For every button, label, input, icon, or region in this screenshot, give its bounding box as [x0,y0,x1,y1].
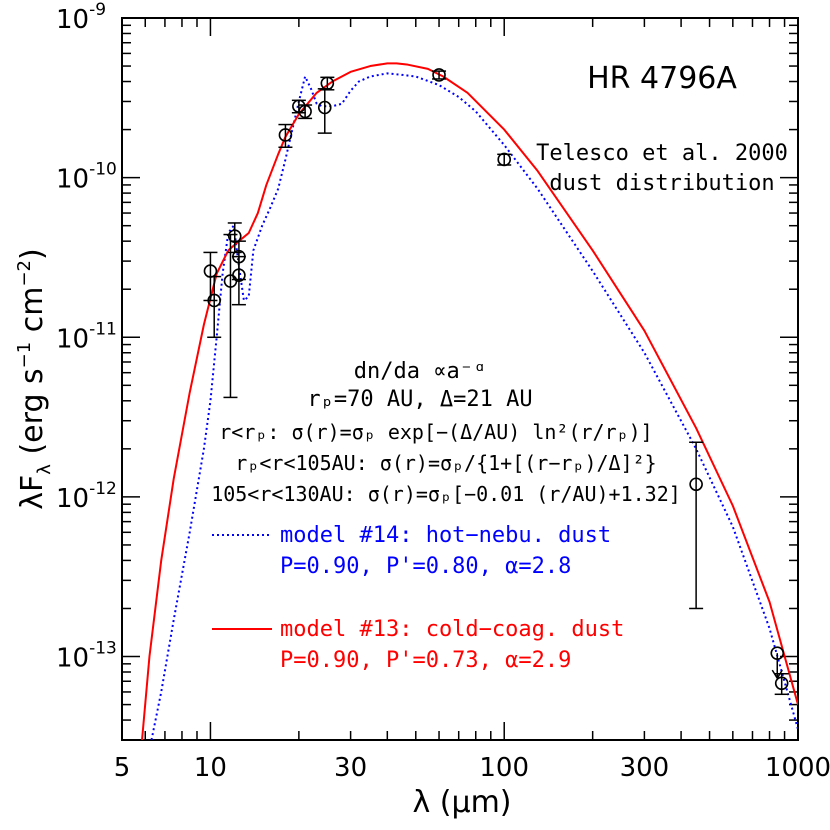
data-point [278,128,293,142]
y-tick-label: 10-13 [56,639,117,674]
x-axis-label: λ (μm) [412,785,511,820]
data-point [227,229,242,243]
x-tick-label: 300 [620,753,670,783]
y-tick-labels: 10-9 10-10 10-11 10-12 10-13 [56,0,117,674]
data-point [298,104,312,119]
chart-subtitle-line-1: Telesco et al. 2000 [536,141,788,166]
legend-label-model-13: model #13: cold−coag. dust [280,617,624,642]
data-point [317,100,332,115]
axis-ticks [121,17,799,741]
annotation-law-middle: rₚ<r<105AU: σ(r)=σₚ/{1+[(r−rₚ)/Δ]²} [235,451,656,475]
data-point [232,268,246,282]
data-points [203,68,789,696]
series-line-model-14 [150,72,798,740]
legend-params-model-13: P=0.90, P'=0.73, α=2.9 [280,648,571,673]
data-point [320,76,335,91]
x-tick-labels: 5 10 30 100 300 1000 [114,753,830,783]
x-tick-label: 100 [479,753,529,783]
legend-params-model-14: P=0.90, P'=0.80, α=2.8 [280,554,571,579]
chart-title: HR 4796A [587,61,737,96]
y-axis-label-sub: λ [34,464,55,475]
data-point [207,293,222,308]
data-point [689,477,703,492]
y-tick-label: 10-11 [56,319,117,354]
plot-frame [121,17,799,741]
y-tick-label: 10-10 [56,160,117,195]
data-point [774,676,789,691]
annotation-law-outer: 105<r<130AU: σ(r)=σₚ[−0.01 (r/AU)+1.32] [211,482,681,506]
data-point [497,152,512,167]
y-tick-label: 10-9 [56,0,106,35]
legend-label-model-14: model #14: hot−nebu. dust [280,523,611,548]
annotation-size-distribution: dn/da ∝a⁻ᵅ [354,359,486,384]
data-point [432,68,446,82]
x-tick-label: 5 [114,753,131,783]
y-tick-label: 10-12 [56,479,117,514]
annotation-law-inner: r<rₚ: σ(r)=σₚ exp[−(Δ/AU) ln²(r/rₚ)] [219,420,652,444]
annotation-ring-params: rₚ=70 AU, Δ=21 AU [307,387,532,412]
x-tick-label: 1000 [765,753,830,783]
chart-subtitle-line-2: dust distribution [549,171,774,196]
x-tick-label: 10 [194,753,227,783]
data-point [770,646,785,660]
x-tick-label: 30 [334,753,367,783]
y-axis-label: λFλ (erg s−1 cm−2) [14,248,55,509]
